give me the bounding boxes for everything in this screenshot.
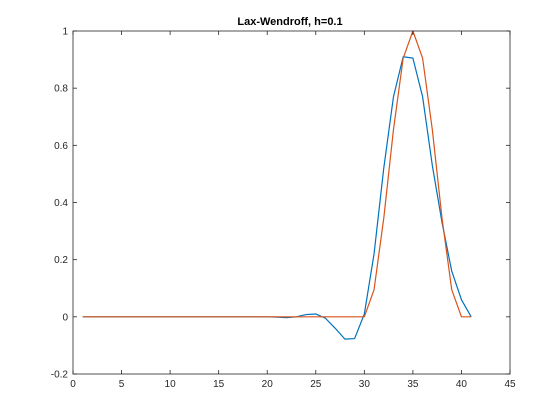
plot-area: [73, 31, 510, 374]
y-tick-label: 0: [62, 312, 68, 323]
x-tick-label: 15: [213, 379, 225, 390]
x-tick-label: 10: [165, 379, 177, 390]
chart-title: Lax-Wendroff, h=0.1: [237, 16, 342, 28]
x-tick-label: 45: [504, 379, 516, 390]
x-tick-label: 30: [359, 379, 371, 390]
y-tick-label: 0.6: [54, 141, 68, 152]
y-tick-label: -0.2: [51, 370, 69, 381]
y-tick-label: 0.8: [54, 84, 68, 95]
series-line-2: [82, 30, 472, 318]
series-layer: [82, 30, 472, 340]
x-tick-label: 25: [310, 379, 322, 390]
y-tick-label: 0.2: [54, 255, 68, 266]
x-tick-label: 20: [262, 379, 274, 390]
y-tick-label: 0.4: [54, 198, 68, 209]
x-tick-label: 40: [456, 379, 468, 390]
y-tick-label: 1: [62, 27, 68, 38]
x-tick-label: 35: [407, 379, 419, 390]
x-tick-label: 5: [119, 379, 125, 390]
x-tick-label: 0: [70, 379, 76, 390]
axes-layer: 0 5 10 15 20 25 30 35 40 45-0.200.20.40.60.81: [51, 27, 516, 391]
